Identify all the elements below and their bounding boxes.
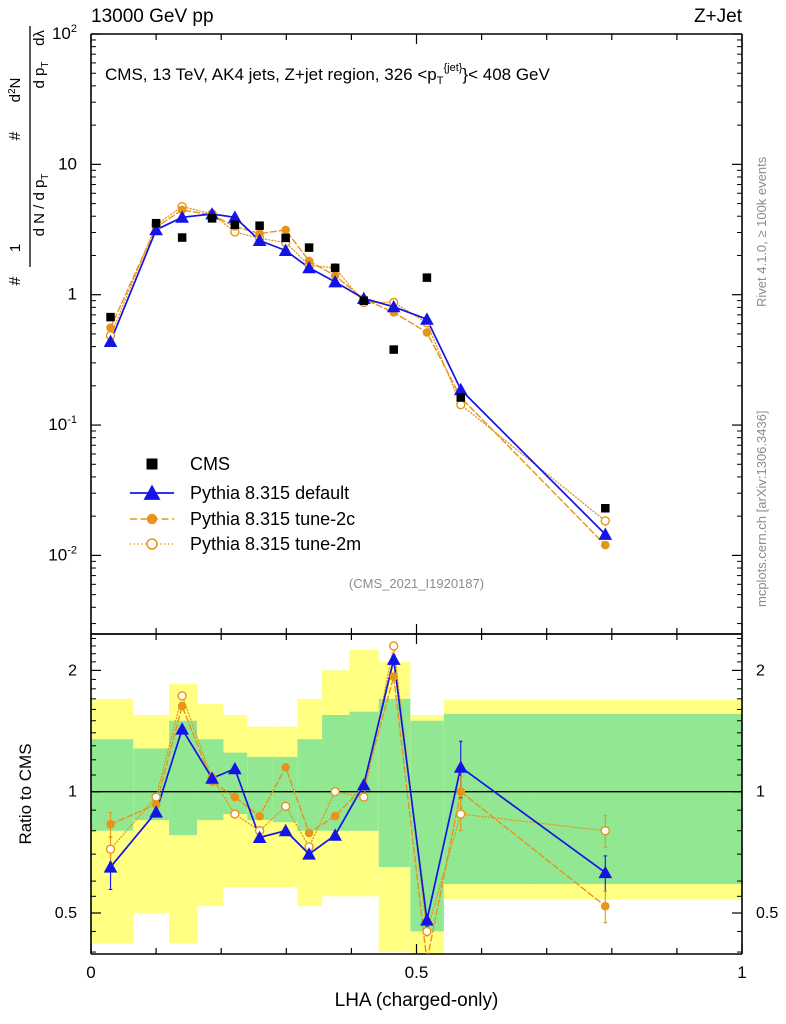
svg-text:#: # (7, 276, 24, 285)
svg-text:Pythia 8.315 tune-2c: Pythia 8.315 tune-2c (190, 509, 355, 529)
svg-text:1: 1 (737, 963, 746, 982)
svg-text:dλ: dλ (31, 30, 48, 46)
svg-text:13000 GeV pp: 13000 GeV pp (91, 6, 214, 27)
svg-text:#: # (7, 131, 24, 140)
svg-text:mcplots.cern.ch [arXiv:1306.34: mcplots.cern.ch [arXiv:1306.3436] (754, 410, 769, 607)
svg-text:(CMS_2021_I1920187): (CMS_2021_I1920187) (349, 576, 484, 591)
svg-text:2: 2 (756, 662, 765, 679)
svg-text:1: 1 (68, 784, 77, 801)
svg-text:Ratio to CMS: Ratio to CMS (16, 743, 35, 844)
svg-text:2: 2 (68, 662, 77, 679)
svg-text:Z+Jet: Z+Jet (694, 6, 743, 27)
svg-text:CMS, 13 TeV, AK4 jets, Z+jet r: CMS, 13 TeV, AK4 jets, Z+jet region, 326… (105, 62, 551, 87)
svg-text:Rivet 4.1.0, ≥ 100k events: Rivet 4.1.0, ≥ 100k events (754, 156, 769, 307)
svg-text:0.5: 0.5 (756, 905, 778, 922)
svg-text:CMS: CMS (190, 454, 230, 474)
svg-text:10: 10 (58, 154, 77, 173)
svg-text:Pythia 8.315 default: Pythia 8.315 default (190, 483, 349, 503)
svg-text:LHA (charged-only): LHA (charged-only) (335, 990, 499, 1011)
svg-text:0.5: 0.5 (55, 905, 77, 922)
svg-text:1: 1 (68, 285, 77, 304)
svg-text:1: 1 (7, 244, 24, 252)
svg-text:1: 1 (756, 784, 765, 801)
svg-text:0.5: 0.5 (405, 963, 429, 982)
svg-text:Pythia 8.315 tune-2m: Pythia 8.315 tune-2m (190, 534, 361, 554)
svg-text:0: 0 (86, 963, 95, 982)
